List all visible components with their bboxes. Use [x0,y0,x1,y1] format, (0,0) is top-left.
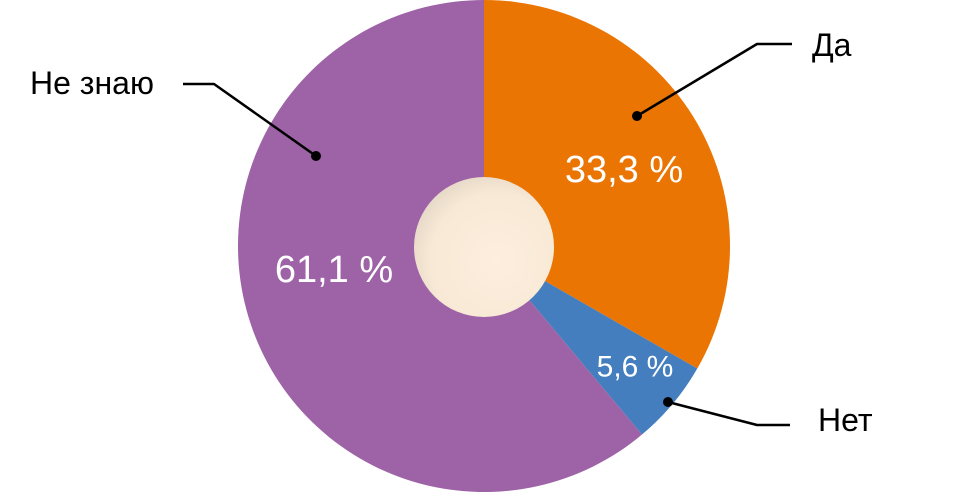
callout-label-dontknow: Не знаю [30,65,154,101]
donut-hole [414,177,554,317]
callout-yes: Да [632,27,852,121]
callout-no: Нет [663,397,873,438]
callout-line-yes [636,42,792,118]
callout-line-no [667,400,790,427]
callout-dot-yes [632,111,642,121]
callout-dontknow: Не знаю [30,65,321,161]
callout-line-dontknow [183,82,317,158]
callout-dot-no [663,397,673,407]
callout-label-no: Нет [818,402,873,438]
callout-dot-dontknow [311,151,321,161]
callout-label-yes: Да [812,27,852,63]
pct-label-no: 5,6 % [597,351,674,384]
pct-label-dontknow: 61,1 % [275,249,393,291]
pct-label-yes: 33,3 % [565,149,683,191]
pie-slice-no [484,246,698,435]
